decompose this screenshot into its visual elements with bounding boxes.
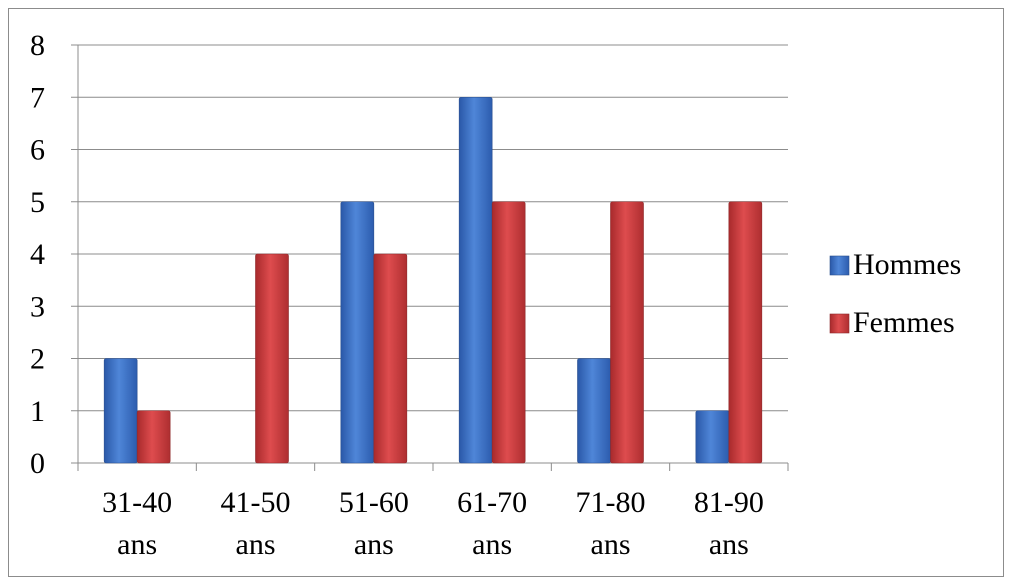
x-tick-label: 51-60 bbox=[339, 486, 409, 519]
x-tick-label: ans bbox=[117, 528, 157, 561]
y-tick-label: 4 bbox=[30, 238, 45, 271]
y-tick-label: 5 bbox=[30, 186, 45, 219]
x-tick-label: 81-90 bbox=[694, 486, 764, 519]
bars bbox=[103, 96, 763, 464]
y-tick-label: 8 bbox=[30, 29, 45, 62]
legend-label: Femmes bbox=[853, 306, 955, 339]
y-tick-label: 7 bbox=[30, 81, 45, 114]
legend: Hommes Femmes bbox=[829, 248, 961, 339]
y-tick-labels: 0 1 2 3 4 5 6 7 8 bbox=[30, 29, 45, 480]
x-tick-label: 41-50 bbox=[221, 486, 291, 519]
bar-hommes-0 bbox=[103, 358, 138, 464]
y-tick-label: 6 bbox=[30, 134, 45, 167]
x-tick-label: ans bbox=[591, 528, 631, 561]
bar-femmes-4 bbox=[610, 201, 644, 464]
legend-swatch bbox=[829, 255, 850, 276]
y-tick-label: 1 bbox=[30, 395, 45, 428]
bar-femmes-3 bbox=[491, 201, 526, 464]
x-tick-label: ans bbox=[709, 528, 749, 561]
x-tick-label: 71-80 bbox=[576, 486, 646, 519]
bar-hommes-2 bbox=[340, 201, 375, 464]
x-tick-label: 31-40 bbox=[102, 486, 172, 519]
x-tick-label: ans bbox=[472, 528, 512, 561]
bar-femmes-0 bbox=[136, 410, 171, 464]
bar-femmes-2 bbox=[373, 253, 408, 464]
gridlines bbox=[78, 44, 788, 412]
axes bbox=[71, 44, 789, 471]
y-tick-label: 0 bbox=[30, 447, 45, 480]
bar-femmes-1 bbox=[255, 253, 289, 464]
x-tick-labels: 31-40 ans 41-50 ans 51-60 ans 61-70 ans 71-80 ans… bbox=[102, 486, 764, 561]
x-tick-label: ans bbox=[354, 528, 394, 561]
legend-item-femmes: Femmes bbox=[829, 306, 955, 339]
x-tick-label: 61-70 bbox=[457, 486, 527, 519]
legend-label: Hommes bbox=[853, 248, 961, 281]
legend-swatch bbox=[829, 313, 850, 334]
bar-hommes-4 bbox=[577, 358, 611, 464]
bar-femmes-5 bbox=[728, 201, 763, 464]
x-tick-label: ans bbox=[236, 528, 276, 561]
y-tick-label: 3 bbox=[30, 290, 45, 323]
legend-item-hommes: Hommes bbox=[829, 248, 961, 281]
bar-hommes-5 bbox=[695, 410, 730, 464]
bar-hommes-3 bbox=[458, 96, 493, 464]
y-tick-label: 2 bbox=[30, 343, 45, 376]
